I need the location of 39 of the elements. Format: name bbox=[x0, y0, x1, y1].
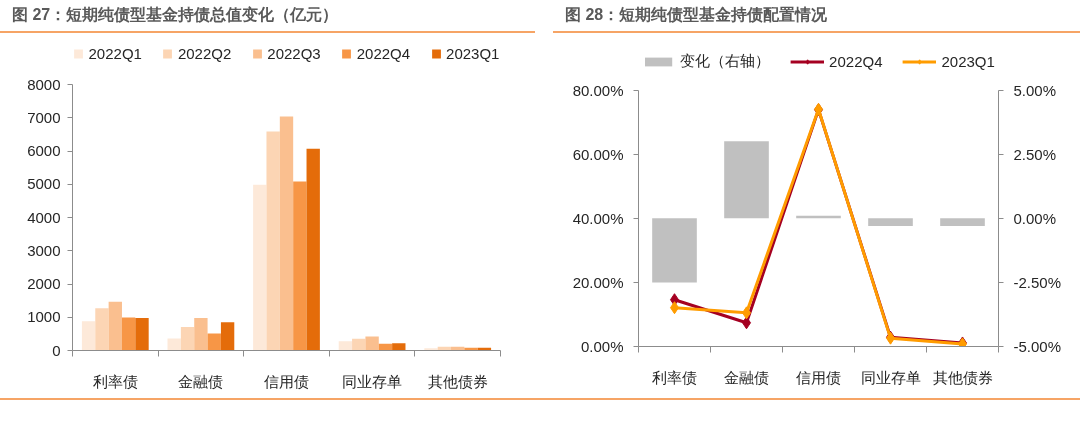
y-tick-label: 1000 bbox=[27, 308, 61, 326]
legend-label: 2022Q2 bbox=[177, 45, 232, 62]
x-tick-label: 其他债券 bbox=[427, 372, 488, 390]
legend-label: 2022Q1 bbox=[88, 45, 142, 62]
y-tick-label: 7000 bbox=[27, 108, 61, 126]
legend-label: 2023Q1 bbox=[446, 45, 500, 62]
x-tick-label: 其他债券 bbox=[932, 368, 993, 386]
x-tick-label: 信用债 bbox=[264, 372, 309, 390]
y-tick-label: 40.00% bbox=[572, 209, 624, 227]
legend-label: 2022Q4 bbox=[356, 45, 411, 62]
chart-title: 图 28：短期纯债型基金持债配置情况 bbox=[565, 5, 828, 25]
y-tick-label: 20.00% bbox=[572, 273, 624, 291]
y-tick-label: 80.00% bbox=[572, 81, 624, 99]
chart-title: 图 27：短期纯债型基金持债总值变化（亿元） bbox=[12, 5, 339, 25]
y2-tick-label: -2.50% bbox=[1013, 273, 1062, 291]
x-tick-label: 同业存单 bbox=[342, 372, 403, 390]
x-tick-label: 信用债 bbox=[796, 368, 841, 386]
y-tick-label: 60.00% bbox=[572, 145, 624, 163]
y-tick-label: 3000 bbox=[27, 241, 61, 259]
legend-label: 变化（右轴） bbox=[680, 52, 771, 71]
y-tick-label: 6000 bbox=[27, 142, 61, 160]
x-tick-label: 利率债 bbox=[652, 368, 697, 386]
y-tick-label: 5000 bbox=[27, 175, 61, 193]
y-tick-label: 2000 bbox=[27, 275, 61, 293]
y-tick-label: 0.00% bbox=[580, 338, 624, 355]
y-tick-label: 0 bbox=[52, 341, 61, 359]
legend-label: 2022Q4 bbox=[829, 53, 883, 70]
y2-tick-label: -5.00% bbox=[1013, 338, 1062, 355]
x-tick-label: 金融债 bbox=[178, 372, 224, 390]
x-tick-label: 同业存单 bbox=[860, 368, 921, 386]
y2-tick-label: 0.00% bbox=[1013, 209, 1057, 227]
x-tick-label: 金融债 bbox=[724, 368, 769, 386]
y2-tick-label: 5.00% bbox=[1013, 81, 1057, 99]
y-tick-label: 4000 bbox=[27, 208, 61, 226]
y-tick-label: 8000 bbox=[27, 75, 61, 93]
y2-tick-label: 2.50% bbox=[1013, 145, 1057, 163]
x-tick-label: 利率债 bbox=[92, 372, 138, 390]
legend-label: 2022Q3 bbox=[267, 45, 321, 62]
legend-label: 2023Q1 bbox=[941, 53, 995, 70]
